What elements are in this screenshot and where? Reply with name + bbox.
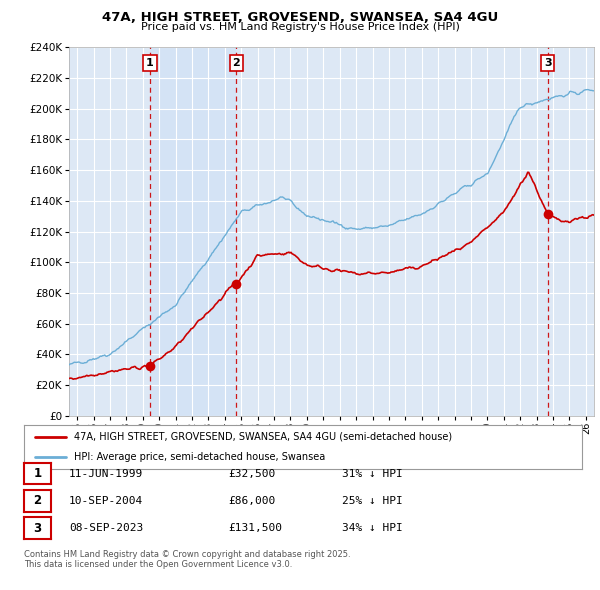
Text: £32,500: £32,500 bbox=[228, 469, 275, 478]
Text: 1: 1 bbox=[146, 58, 154, 68]
Text: This data is licensed under the Open Government Licence v3.0.: This data is licensed under the Open Gov… bbox=[24, 560, 292, 569]
Text: 3: 3 bbox=[34, 522, 41, 535]
Text: 1: 1 bbox=[34, 467, 41, 480]
Text: HPI: Average price, semi-detached house, Swansea: HPI: Average price, semi-detached house,… bbox=[74, 452, 325, 462]
Text: 2: 2 bbox=[34, 494, 41, 507]
Text: 10-SEP-2004: 10-SEP-2004 bbox=[69, 496, 143, 506]
Text: 08-SEP-2023: 08-SEP-2023 bbox=[69, 523, 143, 533]
Text: 47A, HIGH STREET, GROVESEND, SWANSEA, SA4 4GU (semi-detached house): 47A, HIGH STREET, GROVESEND, SWANSEA, SA… bbox=[74, 432, 452, 442]
Text: 2: 2 bbox=[232, 58, 240, 68]
Text: Contains HM Land Registry data © Crown copyright and database right 2025.: Contains HM Land Registry data © Crown c… bbox=[24, 550, 350, 559]
Text: 47A, HIGH STREET, GROVESEND, SWANSEA, SA4 4GU: 47A, HIGH STREET, GROVESEND, SWANSEA, SA… bbox=[102, 11, 498, 24]
Text: £86,000: £86,000 bbox=[228, 496, 275, 506]
Bar bbox=[150, 47, 236, 416]
Text: 34% ↓ HPI: 34% ↓ HPI bbox=[342, 523, 403, 533]
Text: £131,500: £131,500 bbox=[228, 523, 282, 533]
Text: Price paid vs. HM Land Registry's House Price Index (HPI): Price paid vs. HM Land Registry's House … bbox=[140, 22, 460, 32]
Text: 25% ↓ HPI: 25% ↓ HPI bbox=[342, 496, 403, 506]
Text: 3: 3 bbox=[544, 58, 552, 68]
Text: 11-JUN-1999: 11-JUN-1999 bbox=[69, 469, 143, 478]
Text: 31% ↓ HPI: 31% ↓ HPI bbox=[342, 469, 403, 478]
